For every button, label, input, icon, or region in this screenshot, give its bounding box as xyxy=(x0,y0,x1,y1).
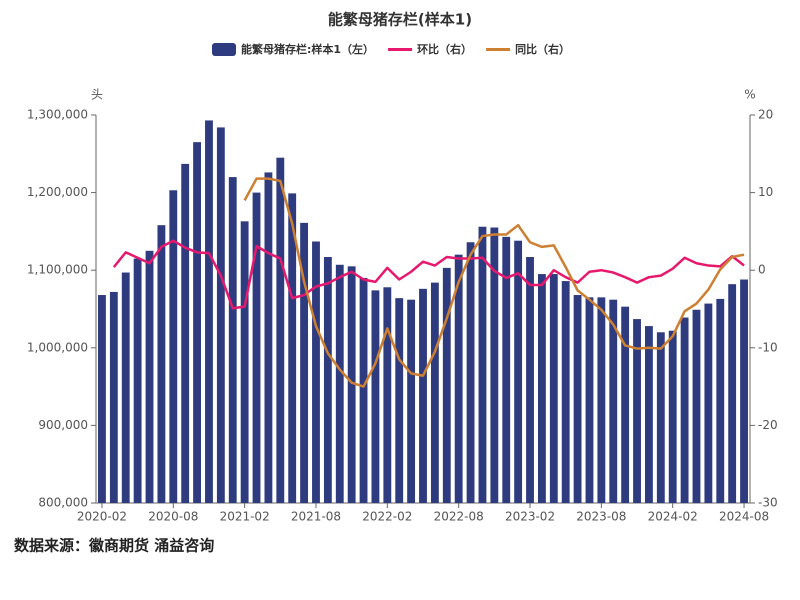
bar xyxy=(276,157,285,503)
bar xyxy=(514,240,523,503)
bar xyxy=(121,272,130,503)
bar xyxy=(728,284,737,503)
bar xyxy=(359,277,368,503)
x-tick-label: 2023-02 xyxy=(505,510,555,524)
x-tick-label: 2021-02 xyxy=(220,510,270,524)
x-tick-label: 2022-08 xyxy=(434,510,484,524)
y2-tick-label: 10 xyxy=(758,185,773,199)
legend-label: 环比（右） xyxy=(417,42,472,56)
bar xyxy=(407,299,416,503)
bar xyxy=(597,297,606,503)
y2-tick-label: 0 xyxy=(758,263,766,277)
bar xyxy=(609,299,618,503)
bar xyxy=(454,254,463,503)
bar xyxy=(252,192,261,503)
bar xyxy=(561,281,570,503)
bar xyxy=(680,317,689,503)
y-tick-label: 1,200,000 xyxy=(27,185,88,199)
y2-tick-label: -10 xyxy=(758,340,778,354)
legend-swatch xyxy=(212,43,236,56)
x-tick-label: 2023-08 xyxy=(576,510,626,524)
bar xyxy=(668,330,677,503)
chart-title: 能繁母猪存栏(样本1) xyxy=(328,11,472,29)
bar xyxy=(573,295,582,503)
bar xyxy=(585,297,594,503)
y-tick-label: 800,000 xyxy=(38,496,88,510)
y2-tick-label: 20 xyxy=(758,108,773,122)
bar xyxy=(98,295,106,503)
bar xyxy=(490,227,499,503)
legend-label: 能繁母猪存栏:样本1（左） xyxy=(241,42,374,56)
bar xyxy=(145,250,154,503)
bar xyxy=(371,290,380,503)
y-tick-label: 1,000,000 xyxy=(27,340,88,354)
bar xyxy=(335,264,344,503)
bar xyxy=(549,274,558,503)
bar xyxy=(537,274,546,503)
bar xyxy=(193,142,201,503)
bar xyxy=(430,282,439,503)
bar xyxy=(692,309,701,503)
bar xyxy=(466,242,475,503)
bar xyxy=(109,291,118,503)
bar xyxy=(502,236,511,503)
source: 数据来源：徽商期货 涌益咨询 xyxy=(14,537,214,555)
legend-label: 同比（右） xyxy=(515,42,570,56)
bar xyxy=(205,120,213,503)
bar xyxy=(478,226,487,503)
bar xyxy=(704,303,713,503)
bar xyxy=(383,287,392,503)
y2-tick-label: -30 xyxy=(758,496,778,510)
line xyxy=(112,239,745,310)
bar xyxy=(181,163,190,503)
y-unit: 头 xyxy=(91,88,103,102)
bar xyxy=(300,222,309,503)
bar xyxy=(645,326,653,503)
bar xyxy=(264,172,273,503)
bar xyxy=(347,266,356,503)
bar xyxy=(240,221,249,503)
bar xyxy=(740,279,748,503)
bar xyxy=(169,190,178,503)
bar xyxy=(656,332,665,503)
x-tick-label: 2022-02 xyxy=(362,510,412,524)
bar xyxy=(228,177,237,503)
bar xyxy=(395,298,404,503)
x-tick-label: 2024-08 xyxy=(719,510,769,524)
bar xyxy=(442,267,451,503)
x-tick-label: 2021-08 xyxy=(291,510,341,524)
bar xyxy=(157,225,166,503)
bar xyxy=(133,258,142,503)
y-tick-label: 1,300,000 xyxy=(27,108,88,122)
bar xyxy=(621,306,630,503)
x-tick-label: 2020-02 xyxy=(77,510,127,524)
bar xyxy=(312,241,320,503)
bar xyxy=(216,127,225,503)
bar xyxy=(419,288,427,503)
bar xyxy=(633,319,641,503)
y-tick-label: 1,100,000 xyxy=(27,263,88,277)
bar xyxy=(526,257,534,503)
x-tick-label: 2020-08 xyxy=(148,510,198,524)
y2-unit: % xyxy=(744,88,755,102)
bar xyxy=(323,257,332,503)
y2-tick-label: -20 xyxy=(758,418,778,432)
bar xyxy=(288,193,297,503)
x-tick-label: 2024-02 xyxy=(648,510,698,524)
bar xyxy=(716,298,725,503)
y-tick-label: 900,000 xyxy=(38,418,88,432)
line xyxy=(243,177,745,388)
